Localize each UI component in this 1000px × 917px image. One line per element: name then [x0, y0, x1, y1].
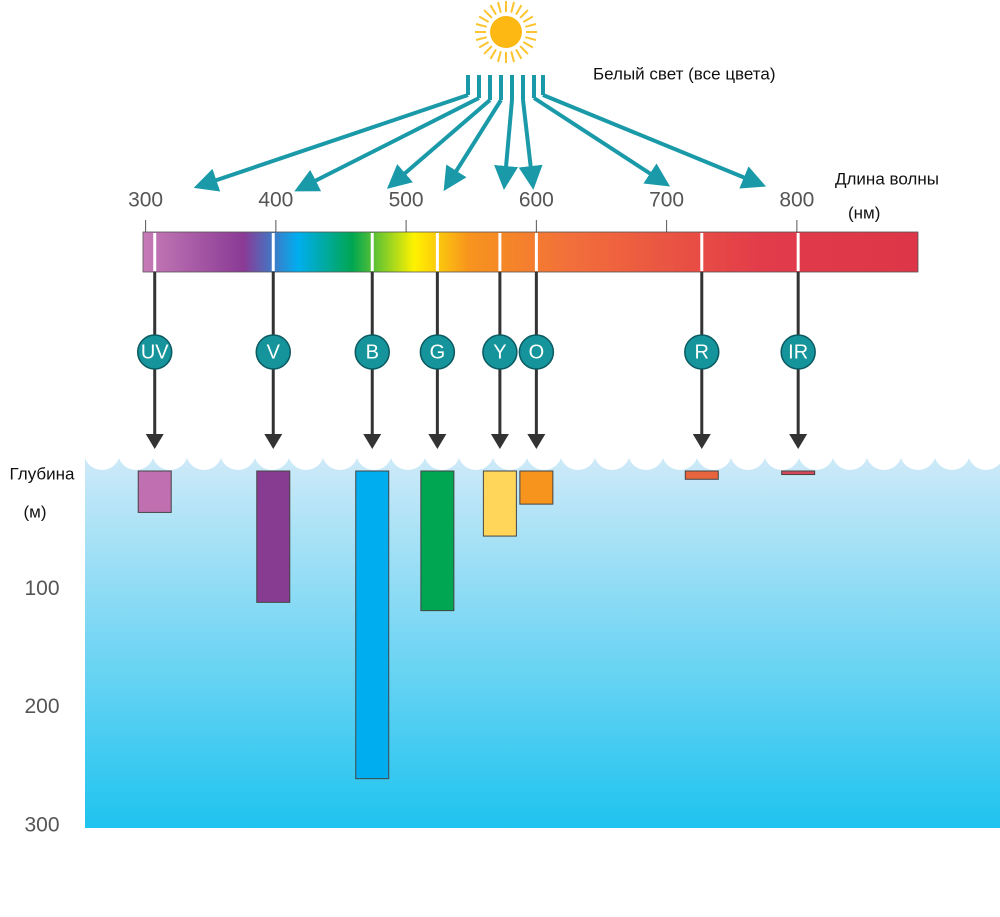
bar: [137, 470, 172, 513]
sun-ray: [475, 23, 487, 28]
wave: [594, 434, 630, 470]
wave: [152, 434, 188, 470]
y-tick-label: 100: [24, 577, 59, 600]
sun-ray: [522, 15, 534, 23]
wave: [866, 434, 902, 470]
wave: [390, 434, 426, 470]
wave: [424, 434, 460, 470]
wave: [764, 434, 800, 470]
x-tick-label: 300: [128, 189, 163, 212]
wave: [662, 434, 698, 470]
sun-ray: [478, 41, 490, 49]
waves: [84, 434, 1000, 470]
bar: [355, 470, 390, 780]
sun-ray: [489, 48, 497, 60]
x-tick-label: 500: [389, 189, 424, 212]
band-label: O: [529, 341, 545, 363]
y-axis-unit: (м): [23, 502, 46, 521]
wave: [730, 434, 766, 470]
x-tick-label: 600: [519, 189, 554, 212]
sun-ray: [489, 4, 497, 16]
sun-ray: [519, 9, 529, 19]
band-marker: [518, 334, 555, 370]
bar: [519, 470, 554, 505]
bar: [420, 470, 455, 612]
sun-ray: [525, 23, 537, 28]
band-marker: [780, 334, 816, 370]
sun-ray: [510, 1, 515, 13]
sun-ray: [483, 45, 493, 55]
band-label: UV: [141, 341, 169, 363]
wave: [220, 434, 256, 470]
band-marker: [255, 334, 292, 370]
band-marker: [482, 334, 518, 370]
sun-ray: [510, 51, 515, 63]
annotation: Белый свет (все цвета): [593, 64, 776, 83]
band-label: R: [695, 341, 709, 363]
wave: [84, 434, 120, 470]
band-marker: [419, 334, 456, 370]
sun-ray: [522, 41, 534, 49]
x-tick-label: 700: [649, 189, 684, 212]
wave: [628, 434, 664, 470]
light-rays: [193, 75, 767, 192]
wave: [322, 434, 358, 470]
wave: [934, 434, 970, 470]
bar: [684, 470, 719, 480]
x-axis-label: Длина волны: [835, 169, 939, 188]
wave: [526, 434, 562, 470]
sun-ray: [497, 51, 502, 63]
bar: [256, 470, 291, 603]
band-marker: [684, 334, 720, 370]
sun-ray: [519, 45, 529, 55]
sun-ray: [515, 48, 523, 60]
x-tick-label: 800: [779, 189, 814, 212]
wave: [186, 434, 222, 470]
band-label: Y: [493, 341, 506, 363]
band-label: G: [430, 341, 446, 363]
band-marker: [354, 334, 390, 370]
wave: [458, 434, 494, 470]
bar: [482, 470, 517, 537]
band-label: B: [366, 341, 379, 363]
sun-ray: [497, 1, 502, 13]
wave: [900, 434, 936, 470]
band-label: V: [267, 341, 281, 363]
wave: [288, 434, 324, 470]
spectrum: [142, 231, 919, 273]
wave: [832, 434, 868, 470]
wave: [356, 434, 392, 470]
sun-ray: [475, 36, 487, 41]
sun-ray: [483, 9, 493, 19]
wave: [118, 434, 154, 470]
water: [85, 455, 1000, 828]
band-marker: [136, 334, 173, 370]
sun-ray: [525, 36, 537, 41]
y-axis-label: Глубина: [10, 464, 75, 483]
wave: [560, 434, 596, 470]
sun: [475, 1, 537, 63]
x-tick-label: 400: [258, 189, 293, 212]
wave: [798, 434, 834, 470]
bar: [781, 470, 816, 476]
sun-ray: [478, 15, 490, 23]
x-axis-unit: (нм): [848, 203, 880, 222]
y-tick-label: 300: [24, 814, 59, 837]
band-label: IR: [788, 341, 808, 363]
y-tick-label: 200: [24, 695, 59, 718]
wave: [968, 434, 1000, 470]
sun-ray: [515, 4, 523, 16]
wave: [492, 434, 528, 470]
